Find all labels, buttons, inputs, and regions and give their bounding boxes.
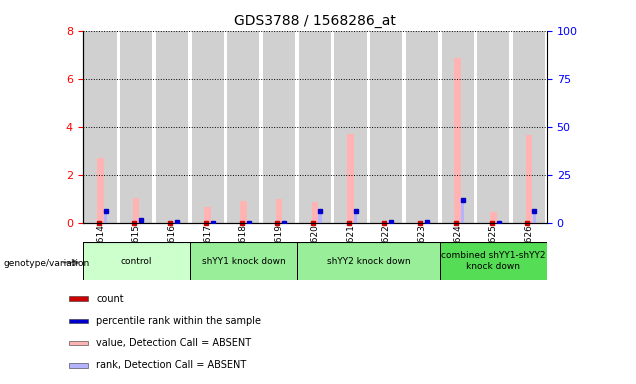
Bar [440,242,547,280]
Bar [156,31,188,223]
Bar [461,200,464,223]
Bar [425,222,429,223]
Bar [240,201,247,223]
Bar [104,211,107,223]
Bar [297,242,440,280]
Bar [85,31,116,223]
Text: control: control [120,257,152,266]
Bar [227,31,259,223]
Bar [69,296,88,301]
Bar [263,31,295,223]
Bar [276,199,282,223]
Bar [455,58,461,223]
Bar [406,31,438,223]
Bar [347,134,354,223]
Text: count: count [96,294,123,304]
Bar [176,222,179,223]
Bar [533,211,536,223]
Bar [319,211,322,223]
Text: shYY2 knock down: shYY2 knock down [326,257,410,266]
Bar [69,319,88,323]
Text: genotype/variation: genotype/variation [3,258,90,268]
Bar [335,31,366,223]
Bar [191,31,224,223]
Bar [140,220,143,223]
Bar [299,31,331,223]
Bar [83,242,190,280]
Text: shYY1 knock down: shYY1 knock down [202,257,286,266]
Text: combined shYY1-shYY2
knock down: combined shYY1-shYY2 knock down [441,252,546,271]
Text: rank, Detection Call = ABSENT: rank, Detection Call = ABSENT [96,360,246,370]
Title: GDS3788 / 1568286_at: GDS3788 / 1568286_at [234,14,396,28]
Bar [370,31,403,223]
Text: value, Detection Call = ABSENT: value, Detection Call = ABSENT [96,338,251,348]
Text: percentile rank within the sample: percentile rank within the sample [96,316,261,326]
Bar [526,135,532,223]
Bar [312,202,318,223]
Bar [441,31,474,223]
Bar [490,212,497,223]
Bar [204,207,211,223]
Bar [69,341,88,346]
Bar [513,31,545,223]
Bar [69,363,88,367]
Bar [354,211,357,223]
Bar [477,31,509,223]
Bar [133,197,139,223]
Bar [97,158,104,223]
Bar [190,242,297,280]
Bar [120,31,153,223]
Bar [390,222,393,223]
